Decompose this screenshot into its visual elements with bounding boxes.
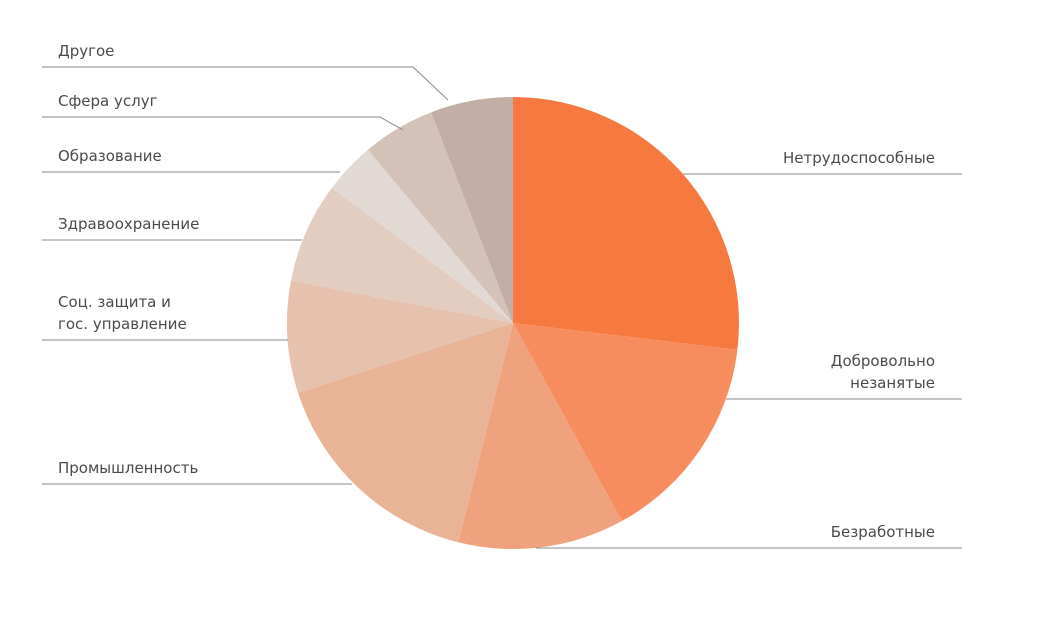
pie-slice [431,97,513,323]
slice-label: Образование [58,147,162,165]
pie-slice [298,323,513,543]
pie-slice [367,112,513,323]
pie-slice [291,187,513,323]
slice-label: Промышленность [58,459,199,477]
slice-label: Добровольно незанятые [830,352,935,392]
slice-label: Другое [58,42,115,60]
slice-label: Здравоохранение [58,215,200,233]
pie-slice [286,280,513,393]
slice-label: Безработные [830,523,935,541]
pie-slice [458,323,622,549]
pie-slice [331,149,513,323]
slice-label: Сфера услуг [58,92,158,110]
slice-label: Нетрудоспособные [783,149,935,167]
slice-label: Соц. защита и гос. управление [58,293,187,333]
leader-line [42,66,449,101]
leader-line [42,116,404,131]
pie-slice [513,323,738,522]
pie-slice [513,97,740,350]
